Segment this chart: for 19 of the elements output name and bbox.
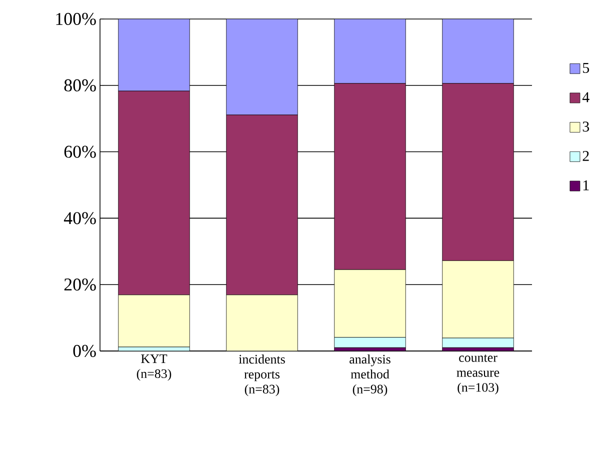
legend-label: 1 [583,180,589,190]
legend-label: 5 [583,63,590,73]
y-tick-label: 0% [73,344,96,358]
x-tick-label: incidents reports (n=83) [238,354,285,396]
x-tick-label: counter measure (n=103) [456,354,500,394]
legend-label: 4 [582,92,590,102]
y-tick-label: 40% [64,212,96,224]
legend-label: 2 [582,150,589,161]
x-tick-label: analysis method (n=98) [350,354,390,396]
y-tick-label: 100% [56,12,96,26]
x-tick-label: KYT (n=83) [136,354,172,381]
y-tick-label: 60% [64,146,96,158]
legend-label: 3 [582,122,590,132]
bar [226,18,298,116]
y-tick-label: 80% [64,79,96,92]
y-tick-label: 20% [64,278,96,291]
bar [118,18,190,92]
bar [442,18,514,84]
bar [334,18,406,84]
